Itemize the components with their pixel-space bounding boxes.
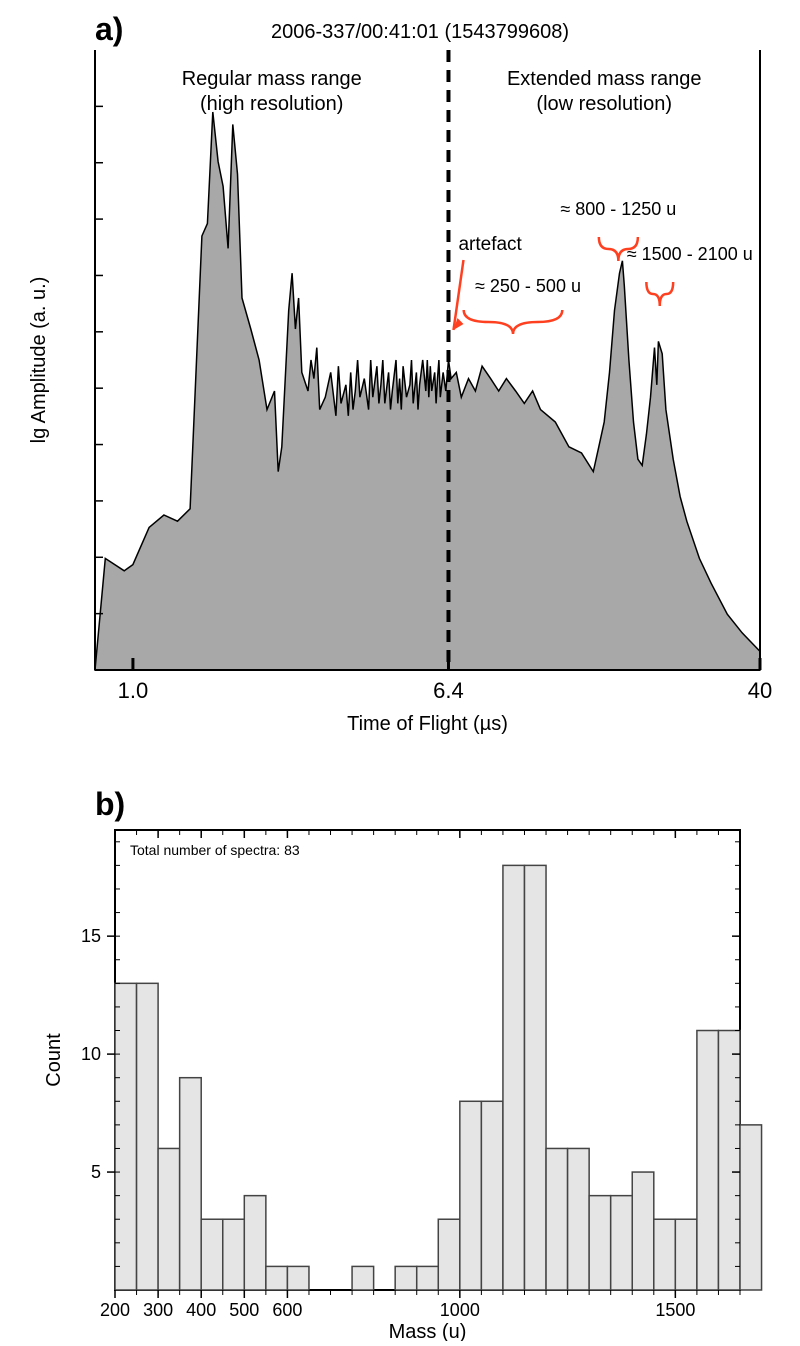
histogram-bar (287, 1266, 309, 1290)
histogram-bar (697, 1031, 719, 1290)
histogram-bar (589, 1196, 611, 1290)
histogram-bar (546, 1148, 568, 1290)
histogram-bar (438, 1219, 460, 1290)
xtick-label: 400 (186, 1300, 216, 1320)
xtick-label: 500 (229, 1300, 259, 1320)
ylabel: lg Amplitude (a. u.) (28, 277, 50, 444)
ytick-label: 5 (91, 1162, 101, 1182)
histogram-bar (352, 1266, 374, 1290)
histogram-chart: 200 300 400 500 600 1000 1500 5 10 15 Mass (u) Coun… (43, 830, 762, 1341)
xtick-label: 40 (748, 678, 772, 703)
histogram-bar (481, 1101, 503, 1290)
histogram-bar (137, 983, 159, 1290)
xlabel: Mass (u) (389, 1321, 467, 1341)
ytick-label: 10 (81, 1044, 101, 1064)
histogram-bar (632, 1172, 654, 1290)
histogram-bar (611, 1196, 633, 1290)
xtick-label: 1.0 (118, 678, 149, 703)
panel-a-title: 2006-337/00:41:01 (1543799608) (271, 21, 569, 43)
histogram-bar (524, 865, 546, 1290)
xtick-label: 200 (100, 1300, 130, 1320)
histogram-bar (180, 1078, 202, 1290)
histogram-bar (654, 1219, 676, 1290)
xtick-label: 1000 (440, 1300, 480, 1320)
spectrum-chart: 1.0 6.4 40 Time of Flight (µs) lg Amplitude … (28, 50, 772, 735)
brace-icon (646, 282, 673, 306)
histogram-bar (395, 1266, 417, 1290)
histogram-bar (568, 1148, 590, 1290)
xlabel: Time of Flight (µs) (347, 713, 508, 735)
brace-label: ≈ 250 - 500 u (475, 276, 581, 296)
histogram-bar (503, 865, 525, 1290)
histogram-bar (158, 1148, 180, 1290)
brace-label: ≈ 800 - 1250 u (560, 199, 676, 219)
histogram-bar (718, 1031, 740, 1290)
histogram-bar (223, 1219, 245, 1290)
ytick-label: 15 (81, 926, 101, 946)
xtick-label: 600 (272, 1300, 302, 1320)
region-label: Extended mass range (507, 68, 702, 90)
histogram-bar (740, 1125, 762, 1290)
brace-label: ≈ 1500 - 2100 u (627, 244, 753, 264)
histogram-bar (675, 1219, 697, 1290)
xtick-label: 6.4 (433, 678, 464, 703)
region-label: (low resolution) (536, 93, 672, 115)
ylabel: Count (43, 1033, 65, 1087)
histogram-bar (417, 1266, 439, 1290)
figure: a) 2006-337/00:41:01 (1543799608) 1.0 6.4… (0, 0, 800, 1341)
region-label: Regular mass range (182, 68, 362, 90)
panel-b-label: b) (95, 786, 125, 822)
histogram-bar (244, 1196, 266, 1290)
brace-icon (464, 310, 563, 334)
histogram-bar (115, 983, 137, 1290)
xtick-label: 300 (143, 1300, 173, 1320)
artefact-label: artefact (458, 234, 522, 255)
spectrum-area (95, 112, 760, 670)
histogram-bar (460, 1101, 482, 1290)
region-label: (high resolution) (200, 93, 343, 115)
xtick-label: 1500 (655, 1300, 695, 1320)
note-label: Total number of spectra: 83 (130, 842, 300, 858)
histogram-bar (201, 1219, 223, 1290)
panel-a-label: a) (95, 11, 123, 47)
histogram-bar (266, 1266, 288, 1290)
